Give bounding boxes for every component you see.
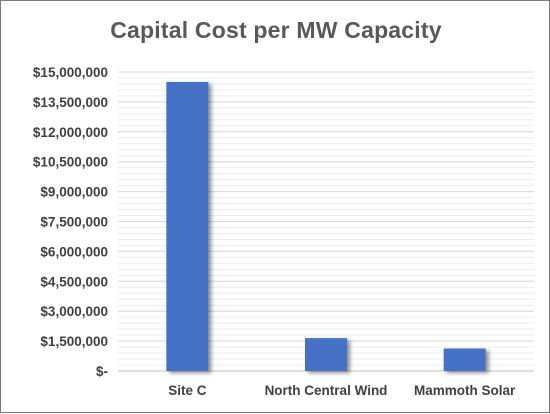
bar-north-central-wind (305, 338, 347, 371)
y-tick-label: $1,500,000 (40, 334, 108, 349)
x-axis-categories: Site C North Central Wind Mammoth Solar (168, 383, 516, 398)
y-tick-label: $9,000,000 (40, 185, 108, 200)
y-tick-label: $- (96, 364, 108, 379)
chart-title: Capital Cost per MW Capacity (110, 17, 442, 43)
y-axis-ticks: $- $1,500,000 $3,000,000 $4,500,000 $6,000,0… (33, 65, 108, 379)
y-tick-label: $13,500,000 (33, 95, 108, 110)
bar-mammoth-solar (443, 348, 486, 371)
y-tick-label: $6,000,000 (40, 244, 108, 259)
y-tick-label: $3,000,000 (40, 304, 108, 319)
x-category-label: Mammoth Solar (414, 383, 516, 398)
x-category-label: North Central Wind (265, 383, 388, 398)
y-tick-label: $7,500,000 (40, 215, 108, 230)
x-category-label: Site C (168, 383, 207, 398)
y-tick-label: $4,500,000 (40, 274, 108, 289)
y-tick-label: $12,000,000 (33, 125, 108, 140)
bar-site-c (166, 81, 209, 371)
bars (166, 81, 486, 371)
y-tick-label: $10,500,000 (33, 155, 108, 170)
y-tick-label: $15,000,000 (33, 65, 108, 80)
